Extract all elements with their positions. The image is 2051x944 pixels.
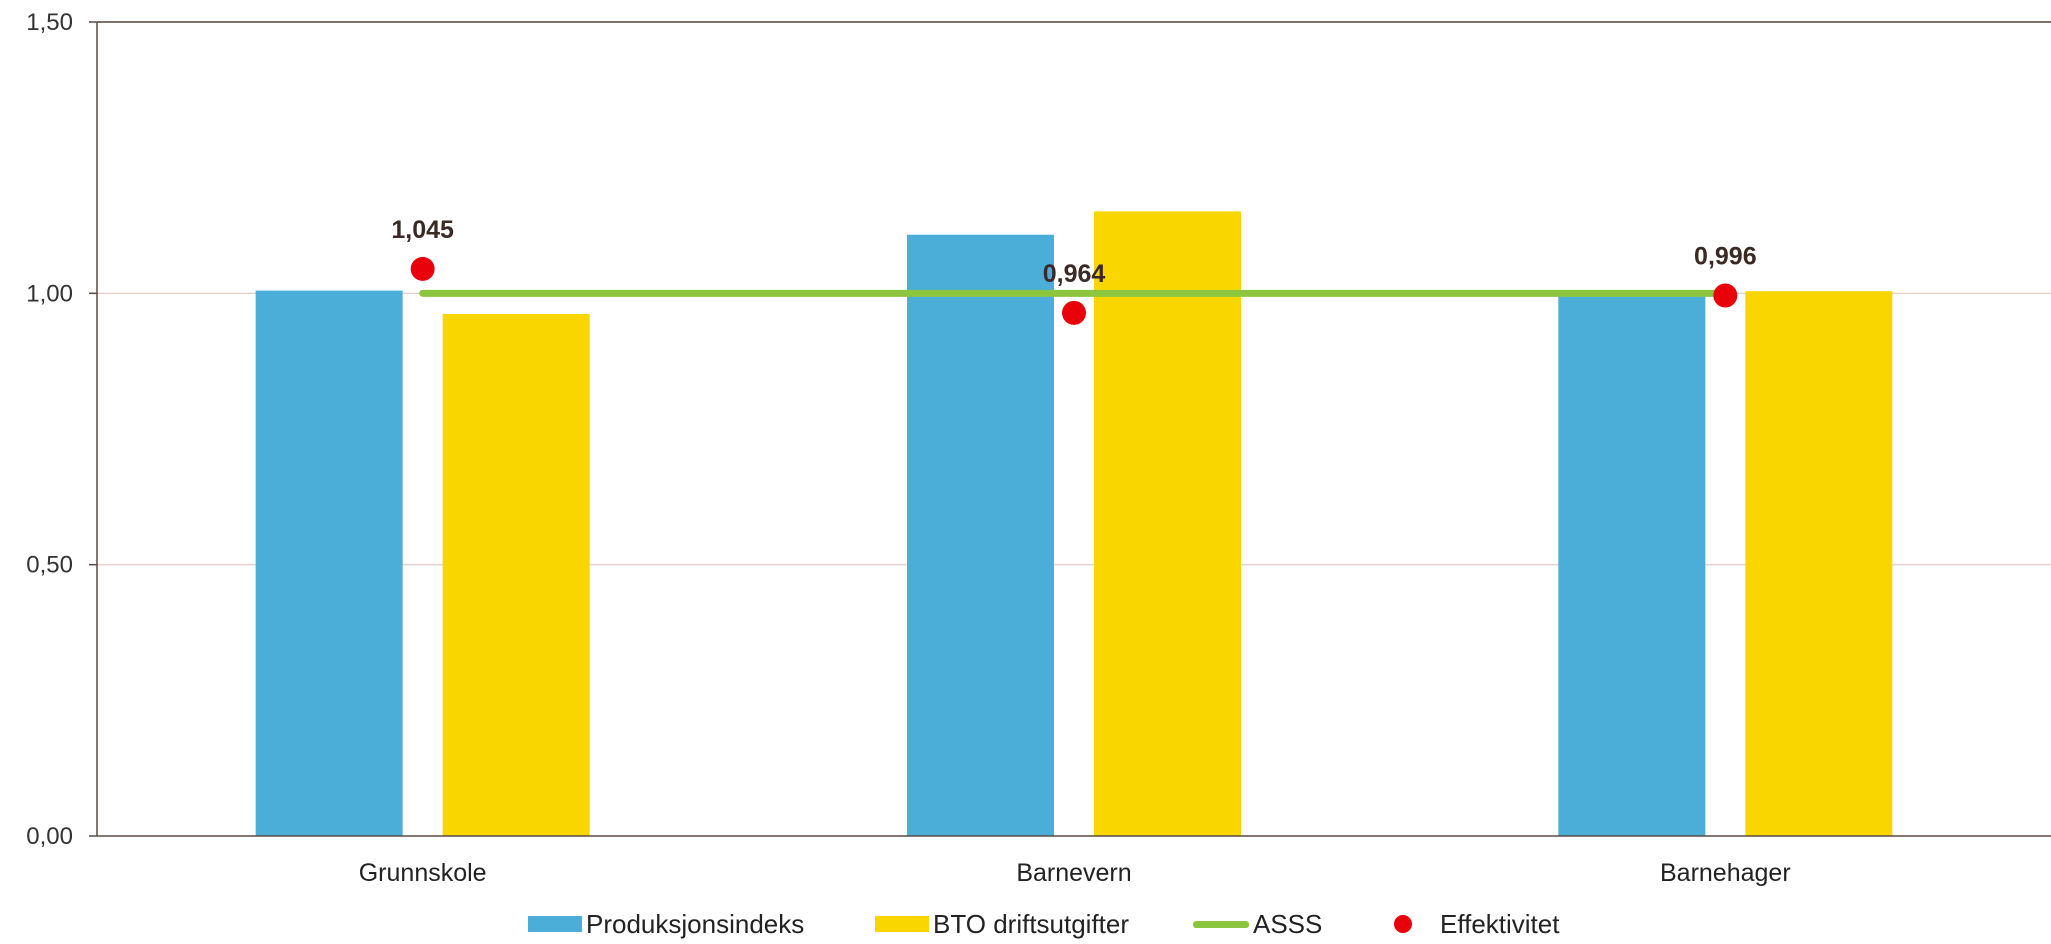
x-category-label: Barnehager <box>1660 859 1791 887</box>
effektivitet-data-label: 1,045 <box>391 216 454 244</box>
legend-item-asss: ASSS <box>1193 906 1322 942</box>
bar-bto-driftsutgifter <box>442 313 590 836</box>
y-tick-label: 1,00 <box>26 280 73 307</box>
legend-swatch-asss <box>1193 920 1249 928</box>
y-axis-ticks: 0,00 0,50 1,00 1,50 <box>26 9 73 850</box>
bars <box>255 211 1893 836</box>
legend-swatch-bto <box>875 916 929 932</box>
effektivitet-data-label: 0,964 <box>1043 260 1106 288</box>
y-tick-label: 1,50 <box>26 9 73 36</box>
effektivitet-point <box>1713 283 1738 308</box>
legend-swatch-effektivitet <box>1394 915 1412 933</box>
legend-item-effektivitet: Effektivitet <box>1380 906 1559 942</box>
y-tick-label: 0,00 <box>26 823 73 850</box>
bar-produksjonsindeks <box>907 234 1054 836</box>
y-tick-label: 0,50 <box>26 552 73 579</box>
effektivitet-point <box>1062 300 1086 325</box>
x-category-label: Barnevern <box>1016 859 1131 887</box>
legend-label: BTO driftsutgifter <box>933 908 1130 939</box>
bar-bto-driftsutgifter <box>1745 291 1893 836</box>
legend-label: ASSS <box>1253 908 1323 939</box>
x-category-label: Grunnskole <box>359 859 487 887</box>
legend-label: Effektivitet <box>1440 908 1560 939</box>
effektivitet-point <box>410 256 435 281</box>
legend: Produksjonsindeks BTO driftsutgifter ASS… <box>0 906 2051 942</box>
legend-label: Produksjonsindeks <box>586 908 805 939</box>
legend-swatch-produksjonsindeks <box>528 916 582 932</box>
effektivitet-data-label: 0,996 <box>1694 243 1757 271</box>
bar-produksjonsindeks <box>255 290 403 836</box>
effektivitet-points: 1,045 0,964 0,996 <box>391 216 1757 325</box>
bar-produksjonsindeks <box>1558 293 1706 836</box>
axes <box>89 21 2051 837</box>
bar-bto-driftsutgifter <box>1094 211 1241 836</box>
legend-item-produksjonsindeks: Produksjonsindeks <box>528 906 804 942</box>
x-axis-categories: Grunnskole Barnevern Barnehager <box>359 859 1791 887</box>
legend-item-bto: BTO driftsutgifter <box>875 906 1129 942</box>
